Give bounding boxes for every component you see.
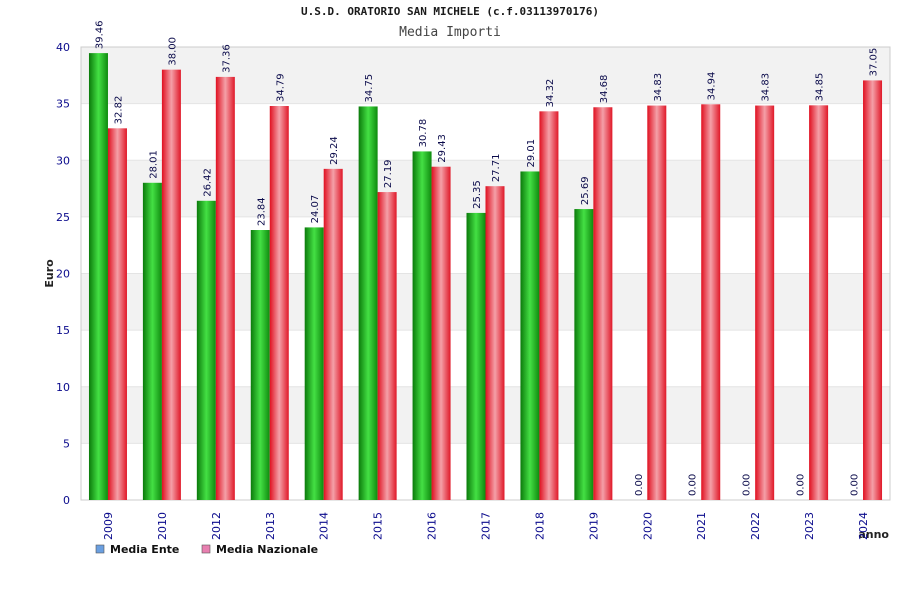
y-tick-label: 25	[56, 211, 70, 224]
data-label: 0.00	[850, 474, 861, 496]
data-label: 29.24	[329, 136, 340, 165]
bar-media-nazionale	[161, 69, 181, 501]
data-label: 27.71	[491, 154, 502, 183]
bar-media-nazionale	[593, 107, 613, 501]
bar-media-nazionale	[863, 80, 883, 500]
data-label: 34.94	[707, 72, 718, 101]
data-label: 26.42	[202, 168, 213, 197]
bar-media-ente	[88, 53, 108, 500]
data-label: 0.00	[634, 474, 645, 496]
legend-item-media-ente: Media Ente	[95, 543, 179, 556]
x-tick-label: 2022	[749, 512, 762, 540]
bar-media-nazionale	[323, 168, 343, 500]
bar-media-nazionale	[539, 111, 559, 501]
data-label: 34.68	[599, 75, 610, 104]
bar-media-ente	[196, 200, 216, 500]
bar-media-nazionale	[215, 76, 235, 500]
data-label: 25.35	[472, 180, 483, 209]
data-label: 34.75	[364, 74, 375, 103]
bar-media-nazionale	[701, 104, 721, 500]
legend-swatch	[95, 544, 105, 554]
x-tick-label: 2023	[803, 512, 816, 540]
bar-media-nazionale	[107, 128, 127, 500]
data-label: 0.00	[796, 474, 807, 496]
data-label: 23.84	[256, 197, 267, 226]
x-tick-label: 2020	[641, 512, 654, 540]
bar-media-nazionale	[377, 192, 397, 501]
y-tick-label: 35	[56, 98, 70, 111]
bar-media-ente	[304, 227, 324, 500]
x-tick-label: 2014	[318, 512, 331, 540]
data-label: 38.00	[167, 37, 178, 66]
x-tick-label: 2019	[587, 512, 600, 540]
x-tick-label: 2013	[264, 512, 277, 540]
data-label: 27.19	[383, 159, 394, 188]
chart-subtitle: Media Importi	[399, 25, 501, 40]
y-tick-label: 5	[63, 437, 70, 450]
legend-label: Media Ente	[110, 543, 179, 556]
data-label: 34.85	[815, 73, 826, 102]
data-label: 32.82	[113, 96, 124, 125]
x-tick-label: 2016	[426, 512, 439, 540]
bar-media-ente	[466, 212, 486, 500]
y-tick-label: 10	[56, 381, 70, 394]
x-tick-label: 2012	[210, 512, 223, 540]
x-tick-label: 2017	[480, 512, 493, 540]
bar-media-ente	[142, 182, 162, 500]
bar-media-ente	[412, 151, 432, 500]
bar-media-nazionale	[755, 105, 775, 501]
data-label: 0.00	[742, 474, 753, 496]
x-tick-label: 2015	[372, 512, 385, 540]
x-tick-label: 2024	[857, 512, 870, 540]
y-tick-label: 15	[56, 324, 70, 337]
bar-media-ente	[574, 209, 594, 501]
x-tick-label: 2021	[695, 512, 708, 540]
bar-media-ente	[520, 171, 540, 501]
bar-media-nazionale	[431, 166, 451, 500]
data-label: 34.32	[545, 79, 556, 108]
data-label: 29.01	[526, 139, 537, 168]
bar-media-nazionale	[809, 105, 829, 500]
y-tick-label: 0	[63, 494, 70, 507]
x-tick-label: 2010	[156, 512, 169, 540]
x-axis-label: anno	[858, 528, 889, 541]
y-tick-label: 20	[56, 268, 70, 281]
legend-item-media-nazionale: Media Nazionale	[201, 543, 318, 556]
data-label: 34.79	[275, 73, 286, 102]
data-label: 34.83	[653, 73, 664, 102]
data-label: 37.05	[869, 48, 880, 77]
data-label: 25.69	[580, 176, 591, 205]
y-tick-label: 30	[56, 154, 70, 167]
x-tick-label: 2018	[533, 512, 546, 540]
bar-media-nazionale	[647, 105, 667, 501]
y-axis-label: Euro	[43, 259, 56, 288]
data-label: 28.01	[148, 150, 159, 179]
data-label: 24.07	[310, 195, 321, 224]
data-label: 39.46	[94, 20, 105, 49]
bar-media-ente	[250, 230, 270, 500]
y-tick-label: 40	[56, 41, 70, 54]
data-label: 34.83	[761, 73, 772, 102]
legend-label: Media Nazionale	[216, 543, 318, 556]
data-label: 30.78	[418, 119, 429, 148]
bar-media-nazionale	[485, 186, 505, 500]
bar-media-ente	[358, 106, 378, 501]
legend-swatch	[201, 544, 211, 554]
data-label: 0.00	[688, 474, 699, 496]
bar-media-nazionale	[269, 106, 289, 501]
chart-title: U.S.D. ORATORIO SAN MICHELE (c.f.0311397…	[300, 5, 599, 18]
data-label: 37.36	[221, 44, 232, 73]
data-label: 29.43	[437, 134, 448, 163]
x-tick-label: 2009	[102, 512, 115, 540]
